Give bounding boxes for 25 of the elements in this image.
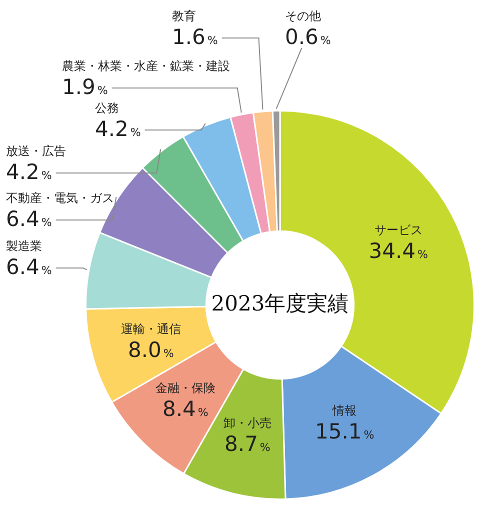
data-label: 15.1% [315,419,374,444]
slice-label: サービス [374,223,422,238]
slice-label: 製造業 [6,239,42,253]
data-label: 6.4% [6,255,52,279]
data-label: 6.4% [6,207,52,231]
slice-label: 教育 [172,9,196,23]
slice-label: 放送・広告 [6,144,66,158]
data-label: 8.4% [162,397,208,421]
data-label: 8.0% [128,338,174,362]
data-label: 0.6% [285,25,331,49]
data-label: 34.4% [368,239,428,264]
data-label: 1.9% [62,75,108,99]
slice-label: 農業・林業・水産・鉱業・建設 [62,59,230,73]
data-label: 4.2% [6,160,52,184]
text: 2023年度実績 [211,291,349,316]
slice-label: 不動産・電気・ガス [6,191,114,205]
slice-label: 運輸・通信 [120,322,181,336]
slice-label: 金融・保険 [155,381,216,395]
data-label: 8.7% [224,432,270,456]
slice-label: 情報 [332,403,357,418]
data-label: 4.2% [95,117,141,141]
data-label: 1.6% [172,25,218,49]
slice-label: 卸・小売 [223,416,272,430]
slice-label: 公務 [95,101,119,115]
slice-label: その他 [285,9,321,23]
